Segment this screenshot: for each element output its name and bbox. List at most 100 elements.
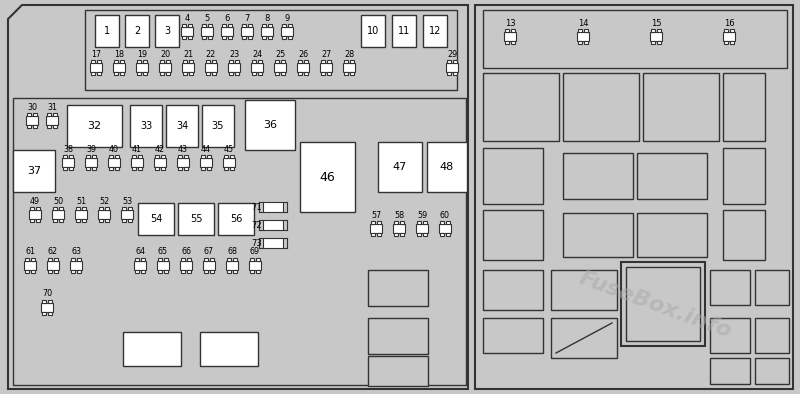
Bar: [26, 115, 38, 125]
Bar: [201, 26, 213, 35]
Text: 13: 13: [505, 19, 515, 28]
Bar: [626, 267, 700, 341]
Bar: [218, 203, 254, 235]
Bar: [91, 59, 95, 63]
Bar: [47, 125, 51, 128]
Text: 60: 60: [440, 210, 450, 219]
Text: 58: 58: [394, 210, 404, 219]
Bar: [505, 41, 509, 43]
Bar: [63, 167, 67, 169]
Bar: [115, 154, 119, 158]
Bar: [47, 260, 59, 269]
Bar: [321, 59, 325, 63]
Bar: [235, 71, 239, 74]
Text: 28: 28: [344, 50, 354, 58]
Bar: [710, 358, 750, 384]
Bar: [46, 115, 58, 125]
Bar: [182, 35, 186, 39]
Bar: [578, 41, 582, 43]
Bar: [228, 35, 232, 39]
Bar: [394, 221, 398, 223]
Bar: [282, 24, 286, 26]
Bar: [281, 71, 285, 74]
Bar: [483, 10, 787, 68]
Bar: [159, 63, 171, 71]
Bar: [440, 232, 444, 236]
Text: 2: 2: [134, 26, 140, 36]
Bar: [446, 232, 450, 236]
Bar: [208, 24, 212, 26]
Bar: [577, 32, 589, 41]
Bar: [723, 32, 735, 41]
Bar: [223, 158, 235, 167]
Text: 29: 29: [447, 50, 457, 58]
Bar: [392, 15, 416, 47]
Text: 31: 31: [47, 102, 57, 112]
Text: 42: 42: [155, 145, 165, 154]
Bar: [505, 28, 509, 32]
Text: 16: 16: [724, 19, 734, 28]
Bar: [155, 154, 159, 158]
Bar: [48, 312, 52, 314]
Bar: [227, 269, 231, 273]
Bar: [86, 154, 90, 158]
Bar: [109, 154, 113, 158]
Text: 36: 36: [263, 120, 277, 130]
Bar: [77, 258, 81, 260]
Bar: [137, 71, 141, 74]
Bar: [164, 258, 168, 260]
Bar: [370, 223, 382, 232]
Text: 43: 43: [178, 145, 188, 154]
Bar: [178, 167, 182, 169]
Bar: [71, 269, 75, 273]
Bar: [183, 59, 187, 63]
Bar: [134, 260, 146, 269]
Text: 9: 9: [284, 13, 290, 22]
Bar: [42, 312, 46, 314]
Bar: [241, 26, 253, 35]
Bar: [48, 258, 52, 260]
Bar: [368, 318, 428, 354]
Bar: [204, 269, 208, 273]
Bar: [651, 28, 655, 32]
Bar: [256, 269, 260, 273]
Bar: [86, 167, 90, 169]
Bar: [182, 63, 194, 71]
Bar: [36, 219, 40, 221]
Bar: [203, 260, 215, 269]
Bar: [77, 269, 81, 273]
Bar: [202, 24, 206, 26]
Bar: [251, 63, 263, 71]
Bar: [350, 71, 354, 74]
Text: 62: 62: [48, 247, 58, 256]
Text: 33: 33: [140, 121, 152, 131]
Bar: [551, 318, 617, 358]
Bar: [252, 59, 256, 63]
Bar: [578, 28, 582, 32]
Bar: [511, 28, 515, 32]
Bar: [423, 232, 427, 236]
Bar: [201, 167, 205, 169]
Bar: [48, 269, 52, 273]
Bar: [31, 258, 35, 260]
Bar: [207, 154, 211, 158]
Bar: [160, 71, 164, 74]
Bar: [755, 358, 789, 384]
Bar: [483, 73, 559, 141]
Bar: [138, 167, 142, 169]
Bar: [483, 318, 543, 353]
Bar: [122, 219, 126, 221]
Bar: [250, 269, 254, 273]
Bar: [202, 35, 206, 39]
Bar: [483, 210, 543, 260]
Bar: [188, 24, 192, 26]
Bar: [120, 59, 124, 63]
Bar: [138, 154, 142, 158]
Text: 32: 32: [87, 121, 102, 131]
Bar: [155, 15, 179, 47]
Text: 11: 11: [398, 26, 410, 36]
Bar: [128, 219, 132, 221]
Bar: [304, 59, 308, 63]
Bar: [222, 24, 226, 26]
Bar: [724, 28, 728, 32]
